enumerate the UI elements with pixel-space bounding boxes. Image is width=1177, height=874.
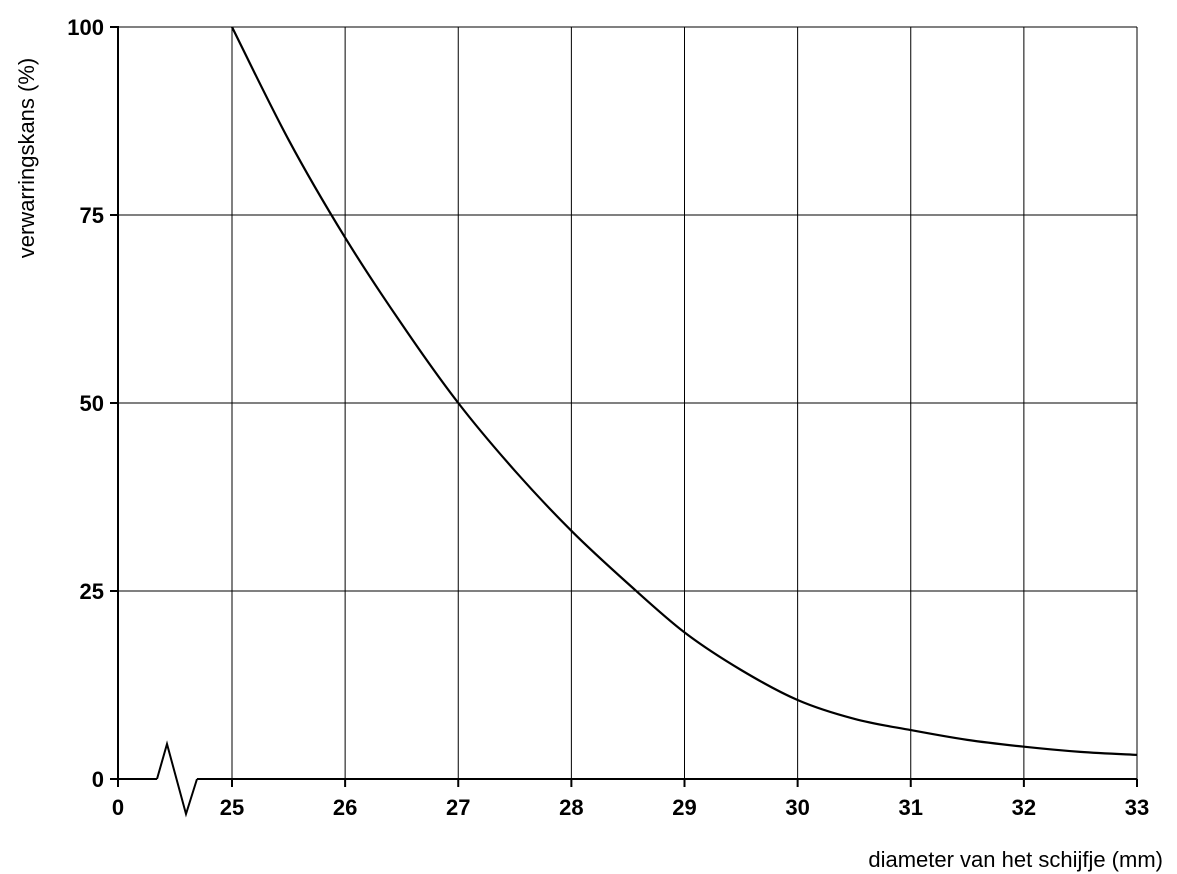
- series: [231, 26, 1138, 756]
- x-tick-label-25: 25: [220, 795, 244, 820]
- x-tick-label-29: 29: [672, 795, 696, 820]
- x-tick-label-28: 28: [559, 795, 583, 820]
- y-axis-title: verwarringskans (%): [14, 58, 39, 259]
- x-axis-title: diameter van het schijfje (mm): [868, 847, 1163, 872]
- y-tick-label-25: 25: [80, 579, 104, 604]
- x-tick-label-26: 26: [333, 795, 357, 820]
- ticks: 0 25 50 75 100 0 25 26 27 28 29 30 31 32 33: [67, 15, 1149, 820]
- y-tick-label-75: 75: [80, 203, 104, 228]
- grid: [118, 26, 1138, 779]
- series-line-0: [231, 26, 1138, 756]
- x-tick-label-27: 27: [446, 795, 470, 820]
- y-tick-label-50: 50: [80, 391, 104, 416]
- x-tick-label-31: 31: [899, 795, 923, 820]
- x-tick-label-0: 0: [112, 795, 124, 820]
- y-tick-label-0: 0: [92, 767, 104, 792]
- x-tick-label-32: 32: [1012, 795, 1036, 820]
- axes: [117, 26, 1137, 818]
- y-tick-label-100: 100: [67, 15, 104, 40]
- x-tick-label-30: 30: [785, 795, 809, 820]
- axis-break: [156, 740, 198, 818]
- x-tick-label-33: 33: [1125, 795, 1149, 820]
